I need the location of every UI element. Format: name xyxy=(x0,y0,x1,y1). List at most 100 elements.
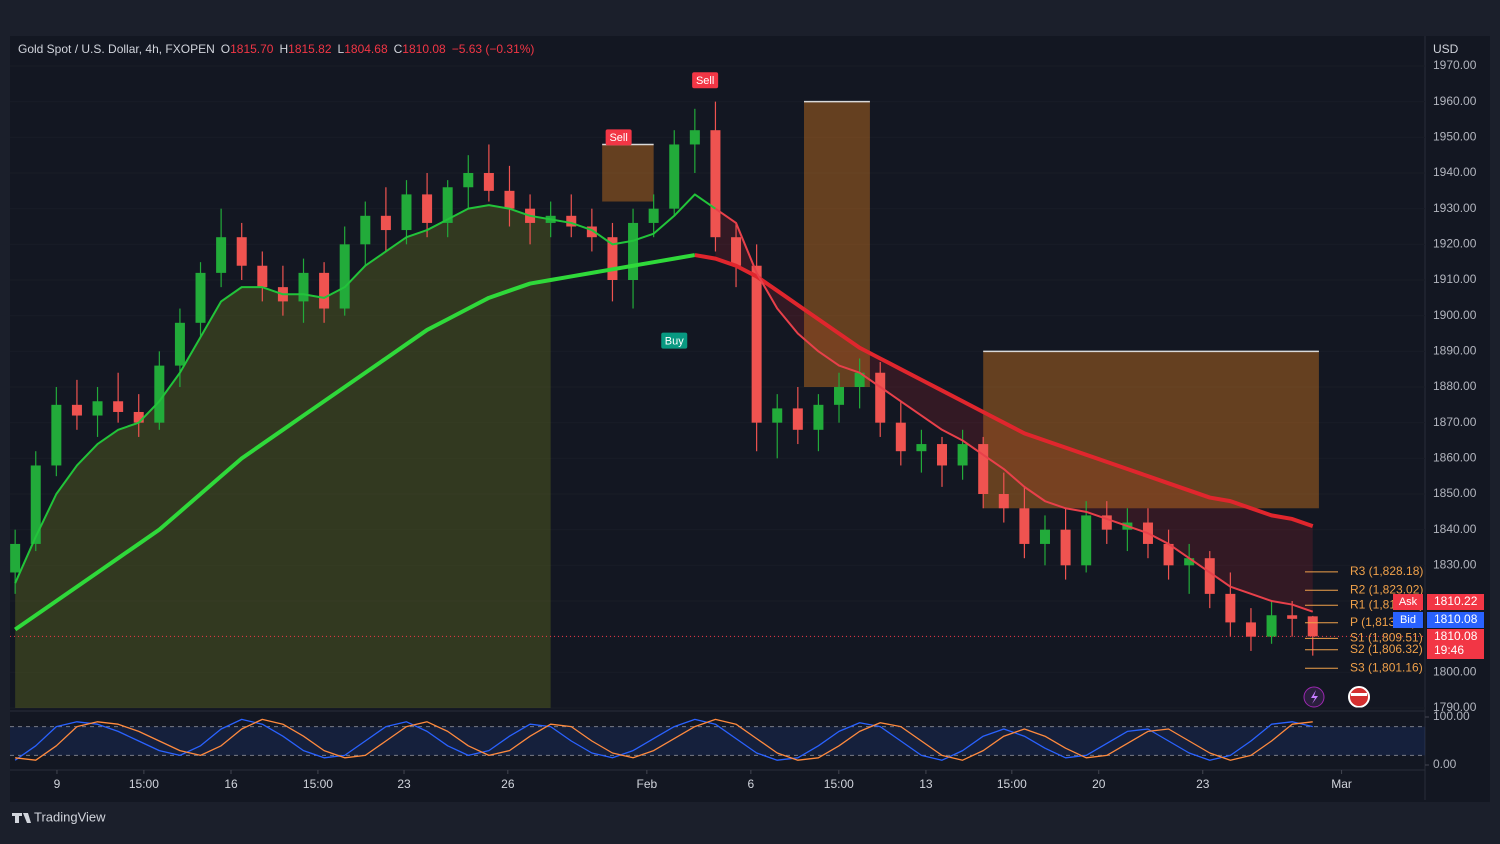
series-line xyxy=(14,253,696,632)
candle-body xyxy=(1039,529,1050,544)
x-tick-label: 15:00 xyxy=(824,777,854,791)
candle-body xyxy=(1204,558,1215,594)
candle-body xyxy=(895,422,906,452)
x-tick-label: 15:00 xyxy=(997,777,1027,791)
y-tick-label: 1960.00 xyxy=(1433,94,1477,108)
trend-band xyxy=(715,208,1313,612)
candle-body xyxy=(1081,515,1092,566)
candle-body xyxy=(937,444,948,466)
candle-body xyxy=(71,404,82,416)
flag-icon[interactable] xyxy=(1348,686,1370,708)
ohlc-value: 1810.08 xyxy=(402,42,446,56)
candle-body xyxy=(174,322,185,366)
candle-body xyxy=(1287,615,1298,619)
y-tick-label: 1910.00 xyxy=(1433,272,1477,286)
candle-body xyxy=(216,237,227,273)
candle-body xyxy=(10,543,21,573)
signal-box xyxy=(661,332,688,349)
flag-stripe xyxy=(1351,693,1367,696)
candle-body xyxy=(1019,508,1030,544)
candle-body xyxy=(834,387,845,405)
candle-body xyxy=(339,244,350,309)
candle-body xyxy=(566,215,577,227)
ohlc-value: 1815.70 xyxy=(230,42,274,56)
price-tag-key-label: Ask xyxy=(1399,596,1418,608)
x-tick-label: 26 xyxy=(501,777,515,791)
series-line xyxy=(714,207,1314,613)
candle-body xyxy=(30,465,41,544)
candle-body xyxy=(319,272,330,309)
signal-label: Buy xyxy=(665,336,684,348)
price-tag-value: 1810.08 xyxy=(1434,612,1478,626)
candle-body xyxy=(813,404,824,430)
zone xyxy=(983,351,1319,509)
x-tick-label: 20 xyxy=(1092,777,1106,791)
series-line xyxy=(14,718,1313,761)
y-tick-label: 1880.00 xyxy=(1433,379,1477,393)
candle-body xyxy=(401,194,412,231)
y-tick-label: 1900.00 xyxy=(1433,308,1477,322)
y-tick-label: 1950.00 xyxy=(1433,130,1477,144)
candle-body xyxy=(607,237,618,280)
countdown: 19:46 xyxy=(1434,643,1464,657)
candle-body xyxy=(854,372,865,387)
y-tick-label: 1840.00 xyxy=(1433,522,1477,536)
candle-body xyxy=(51,404,62,466)
signal-box xyxy=(605,129,632,146)
candle-body xyxy=(1245,622,1256,637)
candle-body xyxy=(483,173,494,191)
candle-body xyxy=(1101,515,1112,530)
price-tag xyxy=(1427,594,1484,610)
y-tick-label: 1890.00 xyxy=(1433,344,1477,358)
candle-body xyxy=(731,237,742,266)
symbol-header: Gold Spot / U.S. Dollar, 4h, FXOPEN O1815… xyxy=(18,42,534,56)
candle-body xyxy=(1225,593,1236,623)
signal-label: Sell xyxy=(696,75,714,87)
candle-body xyxy=(133,411,144,423)
trend-area xyxy=(15,205,551,708)
candle-body xyxy=(298,272,309,302)
x-tick-label: 15:00 xyxy=(303,777,333,791)
x-tick-label: 6 xyxy=(748,777,755,791)
x-tick-label: 9 xyxy=(54,777,61,791)
x-tick-label: 15:00 xyxy=(129,777,159,791)
last-price-tag xyxy=(1427,629,1484,659)
y-tick-label: 1860.00 xyxy=(1433,451,1477,465)
candle-body xyxy=(998,494,1009,509)
x-tick-label: Mar xyxy=(1331,777,1352,791)
pivot-label: S2 (1,806.32) xyxy=(1350,642,1423,656)
series-line xyxy=(14,193,717,584)
pivot-label: R2 (1,823.02) xyxy=(1350,582,1423,596)
candle-body xyxy=(257,265,268,288)
chart-panel xyxy=(10,36,1490,802)
candle-body xyxy=(113,401,124,412)
candle-body xyxy=(1163,543,1174,566)
candle-body xyxy=(772,408,783,423)
candle-body xyxy=(1060,529,1071,566)
candle-body xyxy=(1307,616,1318,637)
y-tick-label: 1850.00 xyxy=(1433,486,1477,500)
symbol-name: Gold Spot / U.S. Dollar, 4h, FXOPEN xyxy=(18,42,215,56)
currency-label: USD xyxy=(1433,42,1459,56)
candle-body xyxy=(586,226,597,238)
y-tick-label: 1830.00 xyxy=(1433,558,1477,572)
candle-body xyxy=(380,215,391,231)
price-tag-key xyxy=(1393,594,1423,610)
zone xyxy=(804,101,870,388)
series-line xyxy=(15,718,1313,761)
candle-body xyxy=(360,215,371,245)
brand-logo xyxy=(12,813,31,823)
lightning-glyph xyxy=(1311,690,1318,704)
price-tag-value: 1810.22 xyxy=(1434,594,1478,608)
y-tick-label: 1970.00 xyxy=(1433,58,1477,72)
candle-body xyxy=(422,194,433,223)
y-tick-label: 1930.00 xyxy=(1433,201,1477,215)
candle-body xyxy=(154,365,165,423)
change-value: −5.63 (−0.31%) xyxy=(452,42,535,56)
candle-body xyxy=(236,237,247,266)
candle-body xyxy=(978,444,989,494)
price-tag xyxy=(1427,612,1484,628)
symbol-line: Gold Spot / U.S. Dollar, 4h, FXOPEN O1815… xyxy=(18,42,534,56)
